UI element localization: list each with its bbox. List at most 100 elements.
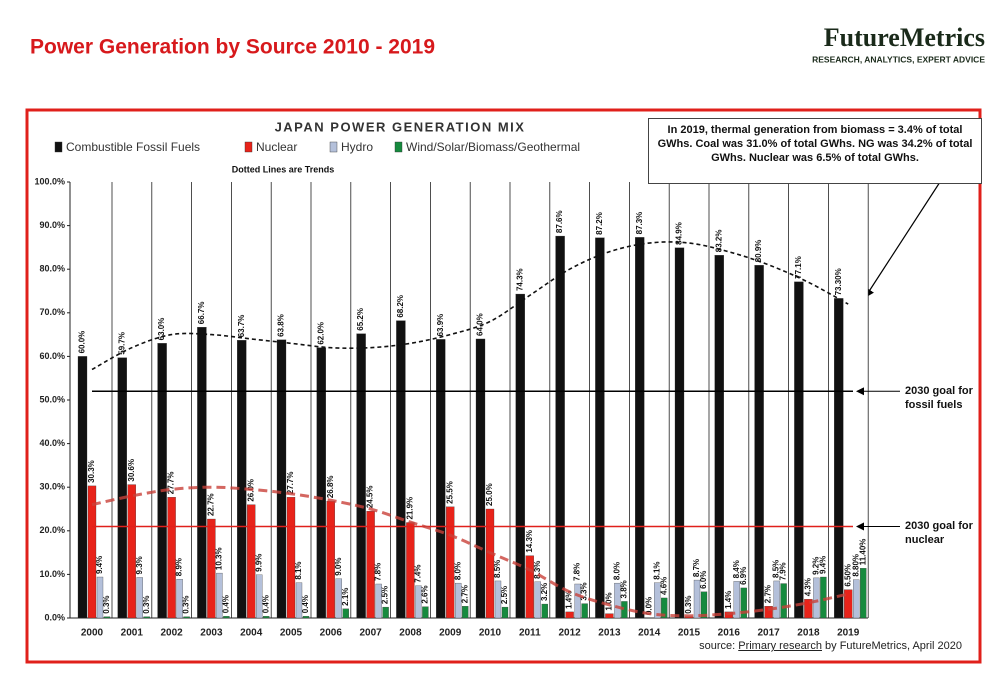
value-label: 9.4% (95, 556, 104, 574)
bar (446, 506, 455, 619)
value-label: 8.5% (493, 560, 502, 578)
legend-label: Wind/Solar/Biomass/Geothermal (406, 140, 580, 154)
x-tick-label: 2018 (797, 628, 820, 639)
value-label: 63.0% (157, 318, 166, 341)
value-label: 11.40% (858, 539, 867, 566)
bar (501, 606, 509, 619)
bar (117, 357, 127, 619)
x-tick-label: 2006 (320, 628, 343, 639)
y-tick-label: 80.0% (39, 264, 65, 274)
value-label: 8.7% (692, 559, 701, 577)
source-prefix: source: (699, 640, 739, 652)
bar (773, 580, 780, 619)
value-label: 0.0% (644, 597, 653, 615)
value-label: 73.30% (834, 268, 843, 295)
source-suffix: by FutureMetrics, April 2020 (821, 640, 962, 652)
value-label: 27.7% (167, 472, 176, 495)
bar (541, 603, 548, 619)
value-label: 63.9% (436, 314, 445, 337)
bar (335, 578, 342, 619)
bar (525, 555, 534, 619)
value-label: 0.3% (142, 595, 151, 613)
bar (595, 237, 605, 619)
bar (382, 606, 389, 619)
value-label: 1.0% (605, 592, 614, 610)
value-label: 9.0% (334, 558, 343, 576)
bar (366, 511, 375, 619)
value-label: 8.1% (652, 561, 661, 579)
value-label: 2.5% (500, 586, 509, 604)
bar (733, 581, 740, 619)
bar (565, 611, 574, 619)
y-tick-label: 20.0% (39, 525, 65, 535)
value-label: 74.3% (515, 268, 524, 291)
value-label: 6.50% (843, 564, 852, 587)
bar (700, 591, 708, 619)
value-label: 2.6% (421, 585, 430, 603)
bar (103, 616, 111, 619)
value-label: 87.2% (595, 212, 604, 235)
value-label: 10.3% (215, 547, 224, 570)
x-tick-label: 2014 (638, 628, 661, 639)
value-label: 84.9% (675, 222, 684, 245)
value-label: 0.4% (222, 595, 231, 613)
bar (286, 497, 296, 619)
value-label: 0.3% (102, 595, 111, 613)
bar (475, 338, 486, 619)
x-tick-label: 2004 (240, 628, 263, 639)
bar (764, 606, 773, 619)
x-tick-label: 2012 (558, 628, 581, 639)
value-label: 8.0% (613, 562, 622, 580)
x-tick-label: 2016 (718, 628, 741, 639)
value-label: 22.7% (207, 493, 216, 516)
legend-swatch (244, 141, 253, 153)
bar (295, 582, 303, 619)
value-label: 8.5% (772, 560, 781, 578)
bar (136, 577, 143, 619)
value-label: 8.4% (732, 560, 741, 578)
value-label: 8.80% (851, 554, 860, 577)
value-label: 3.2% (540, 583, 549, 601)
value-label: 63.8% (277, 314, 286, 337)
legend-label: Nuclear (256, 140, 297, 154)
bar (605, 613, 614, 619)
bar (462, 606, 469, 619)
y-tick-label: 0.0% (44, 612, 65, 622)
y-tick-label: 40.0% (39, 438, 65, 448)
bar (813, 577, 820, 619)
legend-swatch (54, 141, 63, 153)
value-label: 3.3% (580, 582, 589, 600)
legend-swatch (394, 141, 403, 153)
bar (96, 576, 104, 619)
bar (207, 518, 216, 619)
value-label: 7.9% (779, 562, 788, 580)
goal-label: 2030 goal for nuclear (905, 520, 973, 547)
source-link[interactable]: Primary research (738, 640, 822, 652)
bar (614, 582, 621, 619)
value-label: 2.7% (764, 585, 773, 603)
value-label: 9.4% (819, 556, 828, 574)
value-label: 2.1% (341, 588, 350, 606)
bar (197, 327, 207, 619)
value-label: 9.9% (254, 554, 263, 572)
bar (804, 599, 813, 619)
annotation: In 2019, thermal generation from biomass… (648, 118, 982, 184)
x-tick-label: 2007 (359, 628, 382, 639)
chart-title: JAPAN POWER GENERATION MIX (275, 119, 526, 134)
value-label: 60.0% (78, 331, 87, 354)
value-label: 87.3% (635, 212, 644, 235)
bar (223, 616, 230, 619)
bar (342, 608, 349, 619)
bar (515, 293, 525, 619)
goal-label: 2030 goal for fossil fuels (905, 385, 973, 412)
bar (820, 576, 827, 619)
value-label: 8.1% (294, 561, 303, 579)
bar (422, 606, 429, 619)
bar (77, 356, 88, 619)
value-label: 9.3% (135, 556, 144, 574)
legend-swatch (329, 141, 338, 153)
value-label: 2.5% (381, 586, 390, 604)
plot-area (70, 182, 868, 618)
